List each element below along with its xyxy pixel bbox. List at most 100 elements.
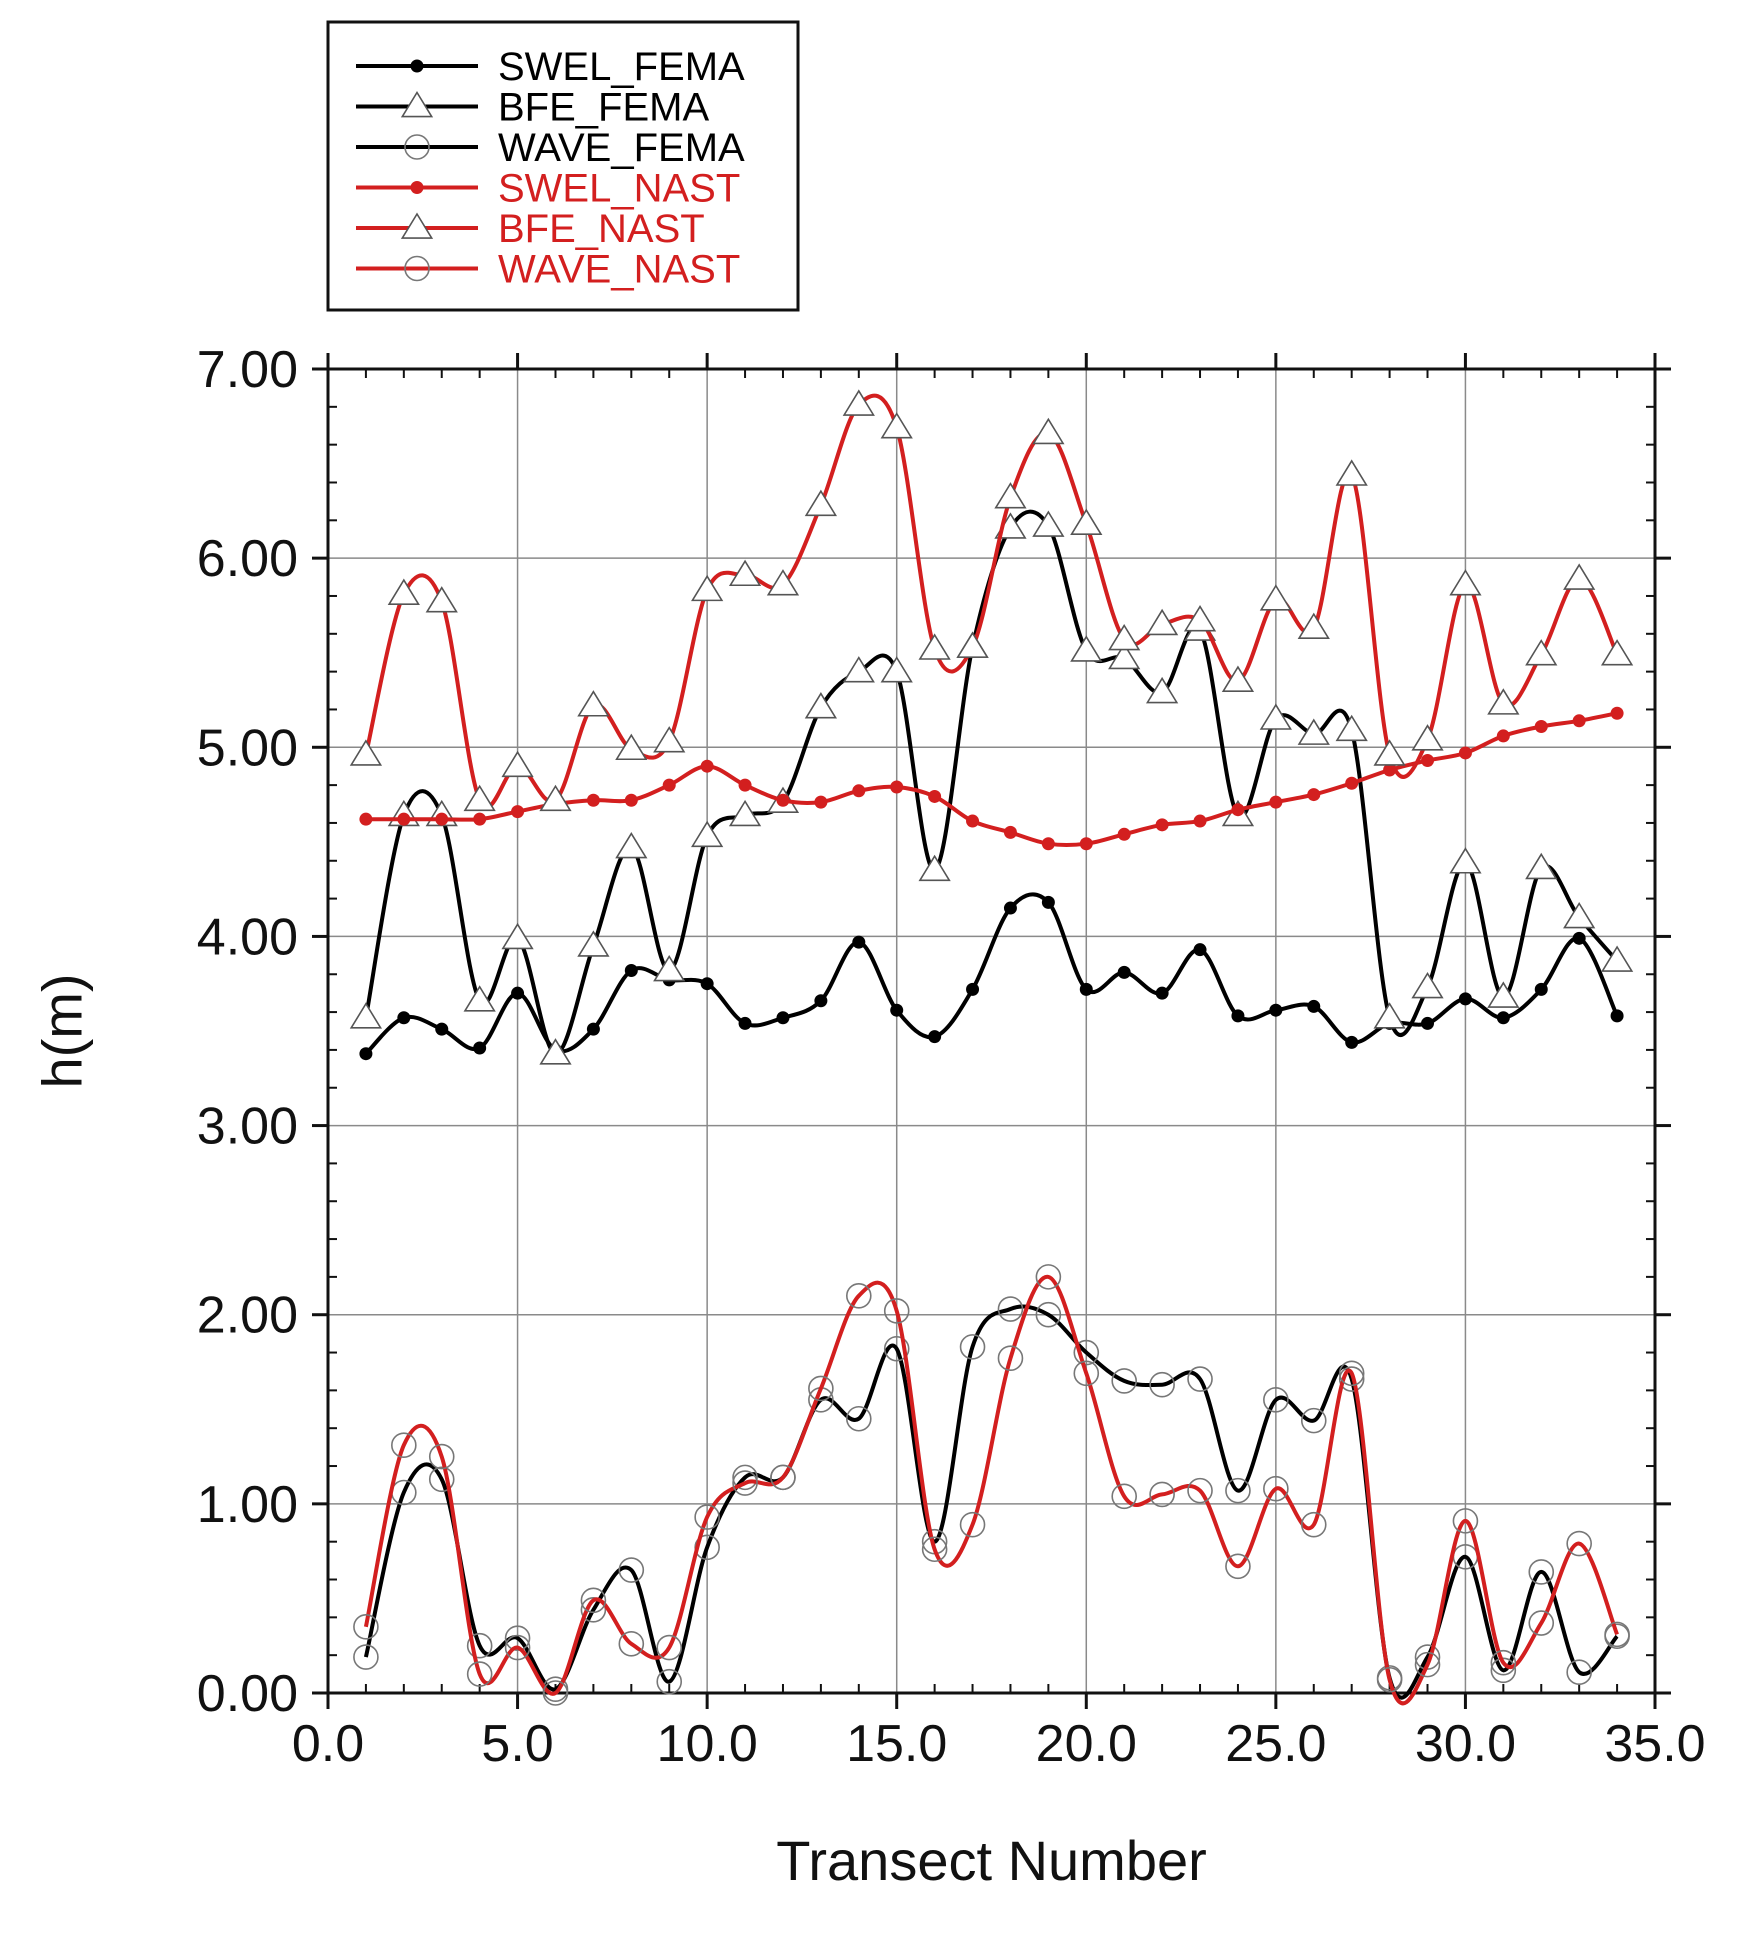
y-tick-label-2: 2.00: [197, 1287, 298, 1345]
point-wave-fema-4: [466, 1632, 493, 1659]
x-tick-label-6: 30.0: [1415, 1715, 1516, 1773]
point-bfe-nast-32: [1525, 639, 1558, 666]
point-bfe-nast-27: [1335, 459, 1368, 486]
point-bfe-fema-8: [615, 831, 648, 859]
point-swel-fema-24: [1231, 1009, 1245, 1023]
point-bfe-fema-1: [349, 1002, 383, 1029]
point-swel-fema-10: [700, 977, 714, 991]
point-bfe-nast-29: [1411, 724, 1444, 751]
point-bfe-nast-15: [880, 412, 913, 439]
point-wave-fema-25: [1263, 1387, 1289, 1413]
legend-marker: [400, 212, 434, 239]
point-wave-fema-9: [656, 1668, 683, 1695]
point-wave-nast-22: [1149, 1481, 1175, 1508]
point-bfe-fema-16: [918, 854, 951, 882]
legend-entry-wave-nast: WAVE_NAST: [356, 248, 740, 292]
series-layer: [349, 389, 1634, 1706]
point-swel-nast-11: [738, 778, 752, 792]
point-bfe-fema-29: [1411, 971, 1444, 999]
point-swel-fema-32: [1534, 982, 1548, 996]
point-wave-fema-24: [1225, 1477, 1251, 1504]
point-bfe-nast-2: [387, 578, 420, 605]
point-wave-fema-32: [1528, 1559, 1555, 1585]
point-bfe-nast-31: [1487, 688, 1520, 715]
point-wave-fema-11: [732, 1464, 758, 1491]
point-wave-fema-22: [1149, 1371, 1175, 1398]
y-tick-label-6: 6.00: [197, 530, 298, 588]
point-wave-fema-31: [1490, 1657, 1517, 1684]
point-swel-nast-31: [1496, 729, 1510, 743]
x-tick-label-7: 35.0: [1604, 1715, 1705, 1773]
point-wave-nast-16: [921, 1536, 948, 1563]
point-wave-nast-30: [1452, 1508, 1479, 1534]
point-bfe-fema-25: [1259, 703, 1292, 730]
series-bfe-fema: [349, 509, 1634, 1065]
point-wave-nast-13: [808, 1375, 834, 1402]
point-swel-nast-18: [1003, 825, 1017, 839]
series-line-wave-fema: [363, 1304, 1619, 1700]
legend-label: SWEL_NAST: [498, 167, 740, 211]
point-swel-nast-26: [1307, 788, 1321, 802]
plot-frame: [326, 367, 1657, 1695]
point-wave-nast-10: [694, 1504, 720, 1530]
point-bfe-nast-9: [653, 726, 686, 753]
point-bfe-nast-10: [691, 574, 724, 602]
point-swel-nast-14: [852, 784, 866, 798]
point-bfe-nast-16: [918, 633, 951, 660]
point-bfe-fema-31: [1487, 981, 1520, 1008]
x-tick-label-0: 0.0: [292, 1715, 364, 1773]
point-wave-nast-3: [428, 1443, 455, 1470]
point-swel-fema-7: [586, 1022, 600, 1036]
point-bfe-fema-13: [804, 692, 838, 719]
x-tick-label-2: 10.0: [657, 1715, 758, 1773]
point-swel-fema-30: [1458, 992, 1472, 1006]
point-swel-fema-27: [1345, 1035, 1359, 1049]
point-swel-fema-5: [511, 986, 525, 1000]
point-wave-fema-34: [1604, 1623, 1630, 1650]
point-bfe-nast-3: [425, 586, 458, 613]
point-swel-nast-33: [1572, 714, 1586, 728]
point-bfe-fema-32: [1525, 852, 1558, 880]
point-bfe-fema-34: [1600, 945, 1634, 972]
point-wave-fema-15: [883, 1335, 910, 1362]
tick-labels: 0.0 5.0 10.0 15.0 20.0 25.0 30.0 35.0 0.00 1.00 2.…: [197, 341, 1706, 1773]
point-swel-fema-14: [852, 935, 866, 949]
y-tick-label-7: 7.00: [197, 341, 298, 399]
point-wave-nast-25: [1263, 1475, 1289, 1502]
point-wave-fema-20: [1073, 1339, 1100, 1366]
point-swel-nast-2: [397, 812, 411, 826]
legend-entry-swel-fema: SWEL_FEMA: [356, 45, 745, 89]
point-swel-fema-16: [928, 1030, 942, 1044]
point-bfe-nast-6: [539, 784, 572, 812]
x-tick-label-4: 20.0: [1036, 1715, 1137, 1773]
point-swel-fema-29: [1421, 1016, 1435, 1030]
point-wave-nast-2: [391, 1432, 417, 1459]
point-wave-nast-11: [732, 1470, 758, 1496]
point-swel-fema-31: [1496, 1011, 1510, 1025]
point-swel-nast-21: [1117, 827, 1131, 841]
point-wave-fema-10: [694, 1534, 720, 1561]
point-wave-fema-3: [428, 1466, 455, 1493]
point-wave-nast-33: [1566, 1530, 1592, 1557]
point-wave-fema-26: [1300, 1407, 1327, 1434]
point-bfe-fema-9: [653, 954, 686, 982]
series-line-swel-nast: [365, 711, 1618, 848]
point-bfe-fema-6: [539, 1038, 572, 1065]
point-wave-nast-5: [504, 1634, 531, 1661]
point-swel-fema-8: [624, 963, 638, 977]
point-swel-fema-19: [1041, 895, 1055, 909]
point-swel-fema-12: [776, 1011, 790, 1025]
point-swel-fema-3: [435, 1022, 449, 1036]
legend-entry-bfe-nast: BFE_NAST: [356, 207, 705, 251]
legend-label: SWEL_FEMA: [498, 45, 745, 89]
legend: SWEL_FEMABFE_FEMAWAVE_FEMASWEL_NASTBFE_N…: [326, 20, 800, 312]
point-swel-fema-34: [1610, 1009, 1624, 1023]
point-bfe-fema-28: [1373, 1002, 1406, 1029]
point-wave-nast-29: [1414, 1651, 1441, 1678]
point-bfe-fema-33: [1563, 901, 1596, 929]
series-line-bfe-nast: [363, 393, 1619, 810]
point-swel-fema-20: [1079, 982, 1093, 996]
point-bfe-nast-8: [615, 733, 648, 761]
point-swel-fema-11: [738, 1016, 752, 1030]
point-wave-fema-5: [504, 1625, 531, 1651]
